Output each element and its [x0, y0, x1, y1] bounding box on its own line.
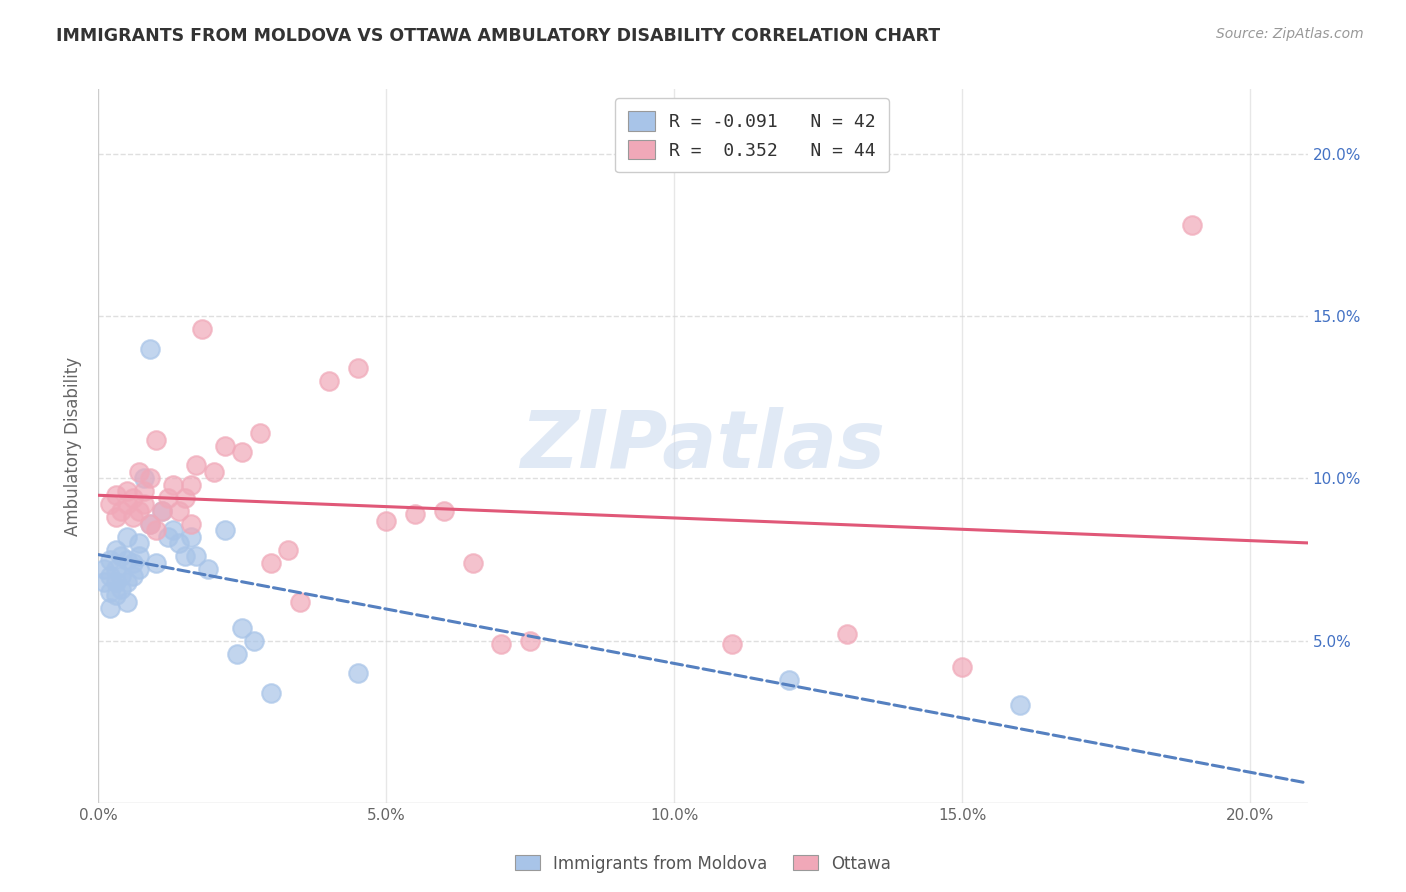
Point — [122, 510, 145, 524]
Point — [98, 585, 121, 599]
Point — [180, 516, 202, 531]
Point — [720, 637, 742, 651]
Point — [115, 595, 138, 609]
Point — [778, 673, 800, 687]
Point — [115, 530, 138, 544]
Point — [260, 685, 283, 699]
Point — [162, 478, 184, 492]
Point — [110, 504, 132, 518]
Point — [98, 552, 121, 566]
Point — [104, 575, 127, 590]
Point — [104, 562, 127, 576]
Point — [128, 562, 150, 576]
Legend: Immigrants from Moldova, Ottawa: Immigrants from Moldova, Ottawa — [509, 848, 897, 880]
Point — [115, 497, 138, 511]
Text: ZIPatlas: ZIPatlas — [520, 407, 886, 485]
Point — [180, 530, 202, 544]
Text: Source: ZipAtlas.com: Source: ZipAtlas.com — [1216, 27, 1364, 41]
Point — [128, 536, 150, 550]
Point — [150, 504, 173, 518]
Point — [191, 322, 214, 336]
Point — [139, 516, 162, 531]
Point — [93, 562, 115, 576]
Point — [98, 497, 121, 511]
Text: IMMIGRANTS FROM MOLDOVA VS OTTAWA AMBULATORY DISABILITY CORRELATION CHART: IMMIGRANTS FROM MOLDOVA VS OTTAWA AMBULA… — [56, 27, 941, 45]
Point — [243, 633, 266, 648]
Point — [104, 488, 127, 502]
Point — [150, 504, 173, 518]
Point — [461, 556, 484, 570]
Point — [139, 516, 162, 531]
Point — [202, 465, 225, 479]
Point — [145, 433, 167, 447]
Point — [115, 575, 138, 590]
Point — [249, 425, 271, 440]
Point — [197, 562, 219, 576]
Point — [134, 471, 156, 485]
Point — [156, 530, 179, 544]
Point — [98, 568, 121, 582]
Point — [93, 575, 115, 590]
Point — [167, 504, 190, 518]
Point — [139, 342, 162, 356]
Point — [145, 556, 167, 570]
Point — [134, 497, 156, 511]
Point — [98, 601, 121, 615]
Point — [156, 491, 179, 505]
Point — [110, 549, 132, 564]
Point — [375, 514, 398, 528]
Point — [491, 637, 513, 651]
Legend: R = -0.091   N = 42, R =  0.352   N = 44: R = -0.091 N = 42, R = 0.352 N = 44 — [616, 98, 889, 172]
Point — [139, 471, 162, 485]
Point — [277, 542, 299, 557]
Point — [835, 627, 858, 641]
Point — [173, 549, 195, 564]
Point — [104, 588, 127, 602]
Point — [433, 504, 456, 518]
Point — [1008, 698, 1031, 713]
Point — [231, 621, 253, 635]
Point — [180, 478, 202, 492]
Point — [128, 549, 150, 564]
Point — [128, 504, 150, 518]
Point — [186, 458, 208, 473]
Point — [214, 524, 236, 538]
Point — [122, 556, 145, 570]
Point — [346, 666, 368, 681]
Point — [231, 445, 253, 459]
Point — [128, 465, 150, 479]
Point — [318, 374, 340, 388]
Point — [110, 582, 132, 596]
Point — [225, 647, 247, 661]
Point — [173, 491, 195, 505]
Point — [145, 524, 167, 538]
Y-axis label: Ambulatory Disability: Ambulatory Disability — [63, 357, 82, 535]
Point — [404, 507, 426, 521]
Point — [950, 659, 973, 673]
Point — [122, 568, 145, 582]
Point — [519, 633, 541, 648]
Point — [1181, 219, 1204, 233]
Point — [110, 568, 132, 582]
Point — [104, 542, 127, 557]
Point — [167, 536, 190, 550]
Point — [122, 491, 145, 505]
Point — [214, 439, 236, 453]
Point — [260, 556, 283, 570]
Point — [186, 549, 208, 564]
Point — [104, 510, 127, 524]
Point — [162, 524, 184, 538]
Point — [115, 484, 138, 499]
Point — [346, 361, 368, 376]
Point — [288, 595, 311, 609]
Point — [115, 552, 138, 566]
Point — [134, 484, 156, 499]
